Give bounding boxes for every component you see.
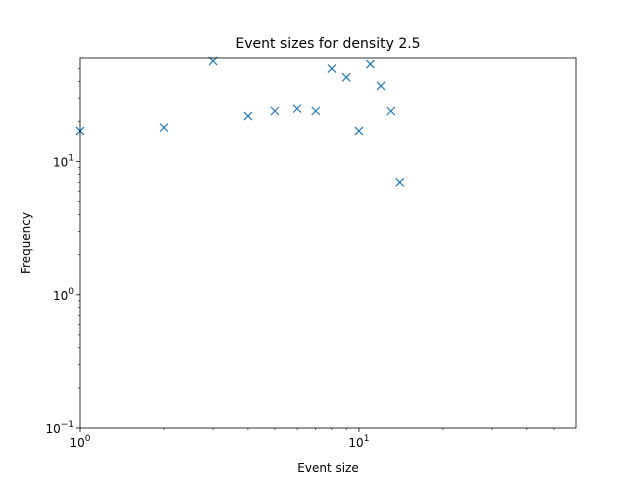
data-point bbox=[386, 106, 396, 116]
data-point bbox=[341, 72, 351, 82]
y-tick-label: 10−1 bbox=[45, 420, 74, 436]
x-tick-label: 101 bbox=[348, 434, 369, 450]
data-point bbox=[159, 123, 169, 133]
x-axis-label: Event size bbox=[297, 461, 358, 475]
y-tick-labels: 10−1 100 101 bbox=[45, 154, 74, 436]
chart-title: Event sizes for density 2.5 bbox=[235, 36, 420, 52]
data-point bbox=[243, 111, 253, 121]
data-point bbox=[292, 104, 302, 114]
y-axis-label: Frequency bbox=[19, 212, 33, 274]
data-point bbox=[311, 106, 321, 116]
data-point bbox=[376, 81, 386, 91]
data-point bbox=[327, 64, 337, 73]
data-point bbox=[366, 59, 375, 69]
data-point bbox=[354, 126, 364, 136]
y-tick-label: 101 bbox=[53, 154, 74, 170]
plot-frame bbox=[79, 57, 577, 429]
y-tick-label: 100 bbox=[53, 287, 74, 303]
minor-ticks bbox=[78, 68, 555, 430]
data-point bbox=[395, 177, 405, 187]
plot-area bbox=[75, 56, 577, 432]
data-point bbox=[270, 106, 280, 116]
x-tick-labels: 100 101 bbox=[69, 434, 369, 450]
data-points bbox=[75, 56, 405, 187]
major-ticks bbox=[76, 161, 360, 432]
x-tick-label: 100 bbox=[69, 434, 90, 450]
